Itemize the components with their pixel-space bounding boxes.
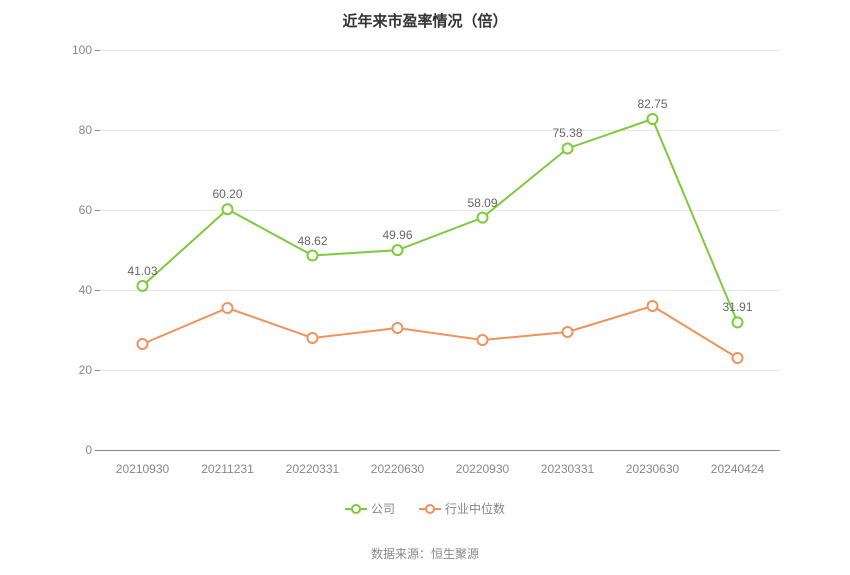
series-marker xyxy=(393,245,403,255)
series-marker xyxy=(308,251,318,261)
xtick-label: 20220630 xyxy=(371,462,424,476)
series-marker xyxy=(393,323,403,333)
chart-plot xyxy=(100,50,780,450)
legend-label: 公司 xyxy=(371,500,395,517)
data-label: 58.09 xyxy=(467,196,497,210)
series-line-1 xyxy=(143,306,738,358)
source-note: 数据来源：恒生聚源 xyxy=(0,545,850,562)
ytick-label: 20 xyxy=(12,363,92,377)
ytick-label: 40 xyxy=(12,283,92,297)
xtick-label: 20220331 xyxy=(286,462,339,476)
series-marker xyxy=(648,301,658,311)
series-line-0 xyxy=(143,119,738,322)
data-label: 48.62 xyxy=(297,234,327,248)
series-marker xyxy=(733,353,743,363)
data-label: 49.96 xyxy=(382,228,412,242)
xtick-label: 20211231 xyxy=(201,462,254,476)
series-marker xyxy=(478,213,488,223)
xtick-label: 20210930 xyxy=(116,462,169,476)
data-label: 75.38 xyxy=(552,126,582,140)
data-label: 31.91 xyxy=(722,300,752,314)
series-marker xyxy=(138,281,148,291)
ytick-mark xyxy=(95,450,100,451)
chart-title: 近年来市盈率情况（倍） xyxy=(0,10,850,31)
series-marker xyxy=(223,303,233,313)
pe-ratio-chart: 近年来市盈率情况（倍） 0 20 40 60 80 100 20210930 2021123… xyxy=(0,0,850,575)
series-marker xyxy=(138,339,148,349)
x-axis-line xyxy=(100,450,780,451)
series-marker xyxy=(223,204,233,214)
xtick-label: 20220930 xyxy=(456,462,509,476)
legend-item-1[interactable]: 行业中位数 xyxy=(419,500,505,518)
series-marker xyxy=(478,335,488,345)
ytick-label: 60 xyxy=(12,203,92,217)
series-marker xyxy=(733,317,743,327)
ytick-label: 0 xyxy=(12,443,92,457)
legend-swatch-icon xyxy=(419,502,441,516)
ytick-label: 100 xyxy=(12,43,92,57)
xtick-label: 20230630 xyxy=(626,462,679,476)
legend-swatch-icon xyxy=(345,502,367,516)
legend: 公司 行业中位数 xyxy=(0,500,850,518)
series-marker xyxy=(648,114,658,124)
data-label: 82.75 xyxy=(637,97,667,111)
xtick-label: 20230331 xyxy=(541,462,594,476)
xtick-label: 20240424 xyxy=(711,462,764,476)
legend-item-0[interactable]: 公司 xyxy=(345,500,395,518)
legend-label: 行业中位数 xyxy=(445,500,505,517)
data-label: 41.03 xyxy=(127,264,157,278)
series-marker xyxy=(563,143,573,153)
ytick-label: 80 xyxy=(12,123,92,137)
series-marker xyxy=(563,327,573,337)
data-label: 60.20 xyxy=(212,187,242,201)
series-marker xyxy=(308,333,318,343)
